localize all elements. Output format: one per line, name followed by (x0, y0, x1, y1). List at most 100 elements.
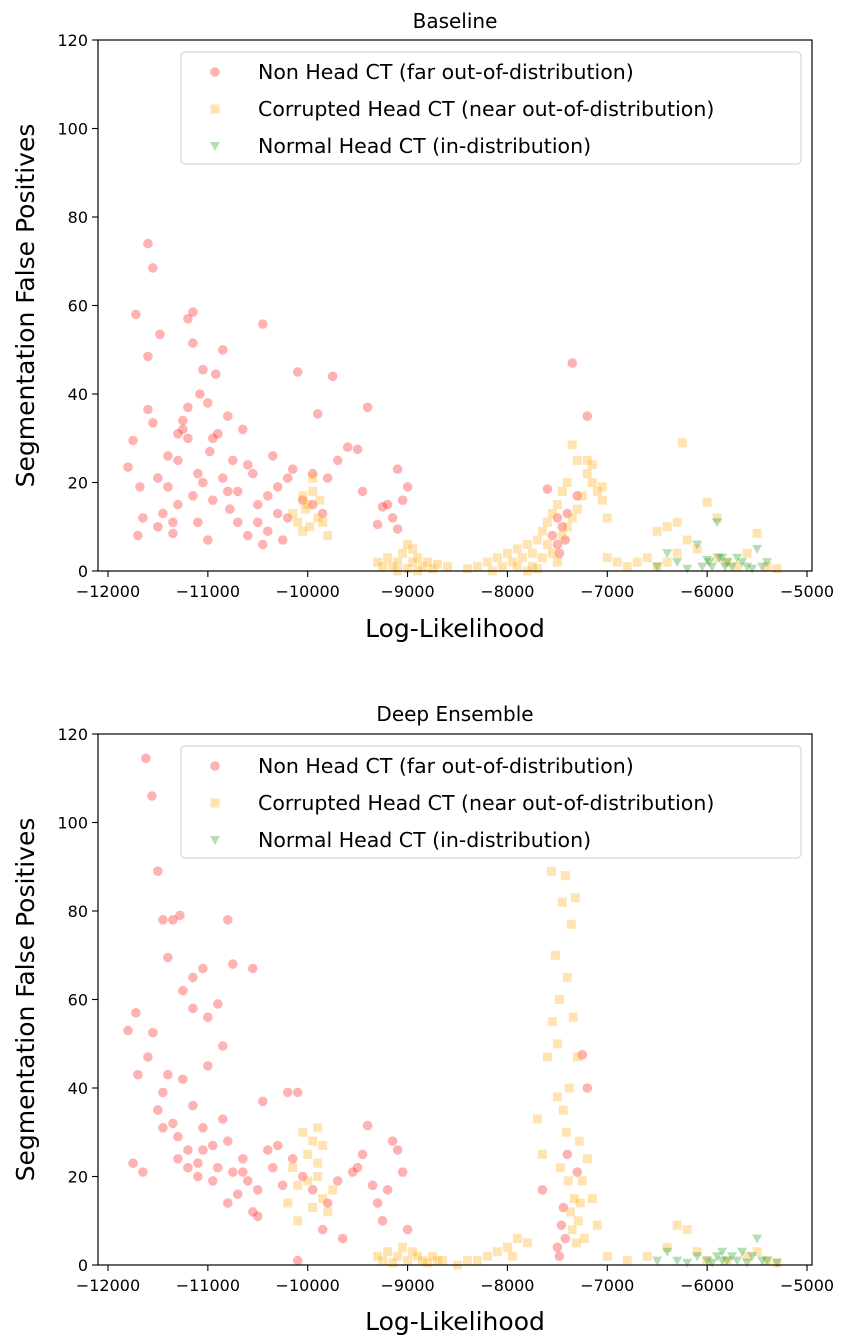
data-point (722, 558, 733, 568)
data-point (552, 539, 563, 550)
data-point (322, 473, 333, 483)
data-point (707, 562, 718, 572)
data-point (546, 866, 556, 876)
data-point (143, 1052, 153, 1062)
data-point (317, 508, 328, 519)
data-point (532, 564, 542, 574)
data-point (602, 513, 612, 523)
data-point (582, 1083, 593, 1093)
y-tick-label: 40 (68, 385, 88, 404)
data-point (712, 513, 722, 523)
data-point (582, 1154, 592, 1164)
data-point (382, 499, 393, 510)
legend-label: Non Head CT (far out-of-distribution) (258, 60, 634, 84)
data-point (292, 1255, 303, 1266)
data-point (574, 1136, 584, 1146)
data-point (178, 1074, 188, 1084)
data-point (397, 495, 408, 506)
data-point (248, 468, 258, 479)
data-point (208, 1140, 218, 1151)
data-point (552, 1092, 562, 1102)
data-point (522, 540, 532, 549)
data-point (188, 1003, 198, 1014)
data-point (642, 1251, 652, 1261)
data-point (592, 486, 602, 496)
data-point (565, 1207, 575, 1217)
data-point (337, 1233, 348, 1244)
legend-label: Normal Head CT (in-distribution) (258, 828, 591, 852)
data-point (560, 535, 571, 545)
data-point (188, 1100, 198, 1111)
data-point (268, 451, 278, 461)
data-point (567, 513, 577, 523)
data-point (387, 513, 398, 523)
data-point (178, 415, 188, 426)
data-point (567, 358, 578, 368)
series-2 (288, 438, 782, 576)
y-tick-label: 80 (68, 208, 88, 227)
data-point (612, 557, 622, 567)
data-point (293, 1216, 303, 1226)
data-point (497, 562, 507, 572)
data-point (158, 1087, 168, 1098)
data-point (572, 504, 582, 514)
data-point (198, 1123, 208, 1133)
data-point (223, 411, 233, 421)
series-1 (123, 238, 593, 559)
data-point (223, 1136, 233, 1146)
data-point (542, 540, 552, 549)
x-tick-label: −12000 (76, 582, 140, 601)
data-point (672, 548, 682, 558)
data-point (188, 307, 198, 317)
data-point (263, 526, 273, 536)
data-point (223, 915, 233, 925)
data-point (141, 753, 151, 764)
data-point (573, 1216, 583, 1226)
data-point (238, 1154, 248, 1164)
data-point (682, 1258, 693, 1268)
data-point (408, 557, 418, 567)
data-point (173, 499, 183, 510)
data-point (163, 1069, 173, 1080)
data-point (317, 1224, 328, 1235)
y-tick-label: 60 (68, 297, 88, 316)
data-point (397, 1167, 408, 1177)
x-tick-label: −8000 (480, 582, 534, 601)
data-point (303, 1176, 313, 1186)
data-point (522, 1238, 532, 1248)
series-3 (652, 518, 773, 574)
data-point (554, 548, 565, 559)
data-point (403, 1256, 413, 1266)
data-point (377, 502, 388, 512)
data-point (707, 1258, 718, 1268)
data-point (418, 562, 427, 572)
data-point (183, 402, 193, 413)
data-point (697, 562, 708, 572)
data-point (537, 526, 547, 536)
data-points (123, 238, 782, 576)
data-point (403, 564, 413, 574)
series-1 (123, 753, 593, 1266)
data-point (293, 517, 303, 527)
data-point (143, 404, 153, 415)
data-point (652, 526, 662, 536)
data-point (252, 1185, 263, 1195)
legend-marker-circle (210, 761, 220, 771)
data-point (537, 1185, 548, 1195)
data-point (228, 455, 238, 466)
data-point (752, 544, 763, 554)
data-point (672, 517, 682, 527)
data-point (717, 1247, 728, 1257)
x-tick-label: −5000 (780, 582, 834, 601)
data-point (208, 1176, 218, 1186)
data-point (552, 513, 563, 523)
data-point (313, 1123, 323, 1133)
data-point (717, 553, 728, 563)
data-point (393, 1251, 403, 1261)
data-point (282, 1087, 293, 1098)
data-point (153, 473, 163, 483)
data-point (357, 486, 368, 497)
data-point (305, 522, 315, 532)
data-point (597, 495, 607, 505)
data-point (512, 562, 522, 572)
